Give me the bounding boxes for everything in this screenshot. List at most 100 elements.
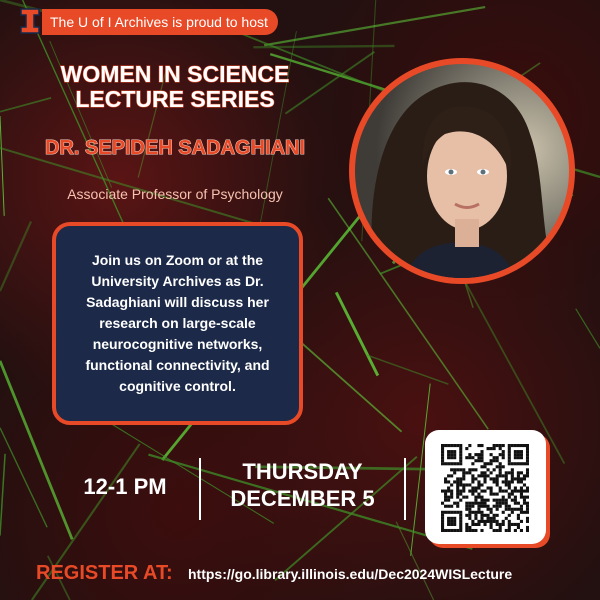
qr-module [459, 513, 463, 517]
qr-module [507, 459, 511, 463]
qr-module [471, 456, 475, 460]
qr-module [516, 507, 520, 511]
qr-module [453, 480, 457, 484]
qr-module [462, 489, 466, 493]
qr-module [447, 486, 451, 490]
qr-module [441, 516, 445, 520]
qr-module [453, 444, 457, 448]
neuron-strand [0, 97, 52, 113]
qr-module [525, 456, 529, 460]
qr-module [453, 522, 457, 526]
qr-module [507, 471, 511, 475]
qr-module [510, 510, 514, 514]
qr-module [468, 525, 472, 530]
qr-code-card[interactable] [425, 430, 546, 544]
qr-module [447, 450, 451, 454]
qr-module [510, 489, 514, 493]
qr-module [519, 486, 523, 490]
qr-module [492, 459, 496, 463]
qr-module [525, 459, 529, 463]
qr-module [471, 510, 475, 514]
qr-module [471, 468, 475, 472]
qr-module [525, 528, 529, 532]
qr-module [489, 477, 493, 481]
qr-module [513, 477, 517, 481]
qr-module [504, 504, 508, 508]
qr-module [504, 489, 508, 493]
qr-module [516, 489, 520, 493]
qr-module [444, 504, 448, 508]
qr-module [492, 492, 496, 496]
register-link[interactable]: https://go.library.illinois.edu/Dec2024W… [188, 566, 513, 582]
qr-module [489, 489, 493, 493]
qr-module [510, 507, 514, 511]
qr-module [501, 498, 505, 502]
qr-module [465, 495, 469, 499]
qr-module [447, 504, 451, 508]
qr-module [486, 513, 490, 517]
qr-module [468, 516, 472, 520]
neuron-strand [257, 31, 297, 235]
qr-module [486, 486, 490, 490]
qr-module [513, 453, 517, 457]
qr-module [513, 489, 517, 493]
qr-module [522, 501, 527, 505]
qr-module [522, 462, 527, 466]
qr-module [471, 474, 475, 478]
qr-module [480, 519, 484, 523]
qr-module [495, 501, 499, 505]
qr-module [456, 480, 460, 484]
qr-module [459, 459, 463, 463]
qr-module [447, 489, 451, 493]
qr-module [483, 477, 487, 481]
qr-module [453, 528, 457, 532]
qr-module [441, 450, 445, 454]
qr-module [477, 456, 481, 460]
qr-module [459, 444, 463, 448]
qr-module [507, 528, 511, 532]
qr-module [459, 516, 463, 520]
qr-module [489, 486, 493, 490]
qr-code-icon[interactable] [441, 444, 529, 532]
qr-module [498, 447, 502, 451]
event-date: THURSDAY DECEMBER 5 [205, 458, 400, 512]
qr-module [441, 519, 445, 523]
qr-module [480, 456, 484, 460]
qr-module [474, 516, 478, 520]
qr-module [474, 510, 478, 514]
qr-module [480, 510, 484, 514]
qr-module [450, 450, 454, 454]
qr-module [450, 510, 454, 514]
qr-module [459, 456, 463, 460]
qr-module [477, 519, 481, 523]
neuron-strand [274, 455, 418, 581]
qr-module [504, 480, 508, 484]
qr-module [492, 444, 496, 448]
divider [199, 458, 201, 520]
qr-module [480, 516, 484, 520]
qr-module [444, 480, 448, 484]
qr-module [501, 519, 505, 523]
qr-module [465, 447, 469, 451]
qr-module [495, 483, 499, 487]
qr-module [498, 444, 502, 448]
qr-module [447, 516, 451, 520]
neuron-strand [0, 360, 74, 540]
qr-module [519, 453, 523, 457]
qr-module [510, 492, 514, 496]
qr-module [519, 495, 523, 499]
qr-module [525, 444, 529, 448]
qr-module [471, 501, 475, 505]
qr-module [501, 522, 505, 526]
qr-module [465, 456, 469, 460]
qr-module [504, 528, 508, 532]
qr-module [456, 501, 460, 505]
qr-module [498, 489, 502, 493]
speaker-photo [349, 58, 575, 284]
qr-module [450, 504, 454, 508]
qr-module [456, 483, 460, 487]
qr-module [498, 501, 502, 505]
qr-module [498, 465, 502, 469]
qr-module [495, 477, 499, 481]
qr-module [480, 471, 484, 475]
